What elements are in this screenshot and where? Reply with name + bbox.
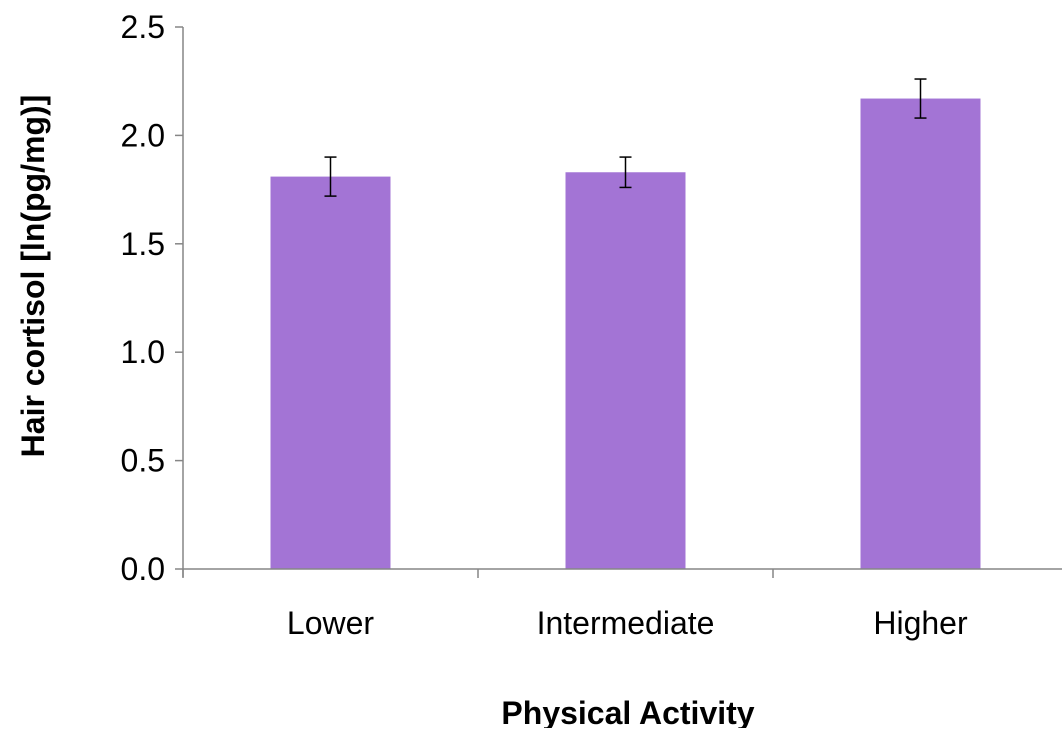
y-tick-label: 1.5 [121, 226, 165, 262]
bar-intermediate [565, 172, 686, 570]
labels-layer: Lower Intermediate Higher 0.0 0.5 1.0 1.5 2.0 2.… [121, 9, 968, 641]
y-axis-title: Hair cortisol [ln(pg/mg)] [15, 95, 51, 458]
x-tick-label: Intermediate [537, 605, 715, 641]
x-tick-label: Higher [873, 605, 968, 641]
y-tick-label: 2.5 [121, 9, 165, 45]
error-bar-lower [324, 156, 337, 197]
bar-lower [270, 176, 391, 570]
x-axis-title: Physical Activity [501, 695, 754, 728]
bars-layer [270, 98, 981, 570]
error-bars-layer [324, 78, 927, 197]
bar-higher [860, 98, 981, 569]
error-bar-higher [914, 78, 927, 119]
y-tick-label: 0.0 [121, 551, 165, 587]
y-tick-label: 2.0 [121, 117, 165, 153]
y-tick-label: 0.5 [121, 443, 165, 479]
axes-layer [175, 26, 1062, 578]
x-tick-label: Lower [287, 605, 375, 641]
y-tick-label: 1.0 [121, 334, 165, 370]
error-bar-intermediate [619, 156, 632, 189]
